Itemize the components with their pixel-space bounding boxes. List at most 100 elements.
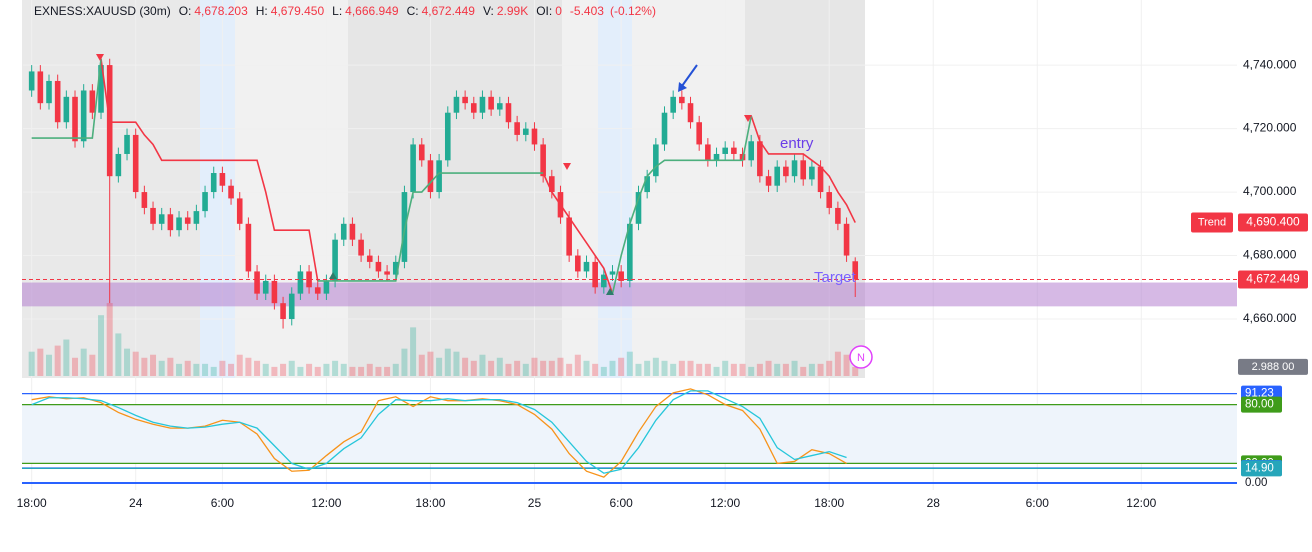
field-key: OI: [536, 4, 552, 18]
field-key: C: [407, 4, 419, 18]
candle-body [384, 271, 390, 275]
volume-bar [106, 303, 113, 376]
volume-bar [297, 366, 304, 376]
volume-bar [236, 354, 243, 376]
badge[interactable] [849, 345, 873, 369]
volume-bar [245, 357, 252, 376]
annotation-entry: entry [780, 135, 814, 152]
candle-body [479, 96, 486, 113]
candle-body [670, 96, 676, 113]
x-tick-label: 12:00 [710, 496, 740, 510]
header: EXNESS:XAUUSD (30m) O: 4,678.203 H: 4,679.45… [34, 4, 656, 18]
volume-bar [635, 363, 642, 376]
volume-bar [514, 360, 521, 376]
volume-bar [410, 327, 417, 376]
candle-body [644, 176, 650, 193]
field-key: H: [256, 4, 268, 18]
field-key: O: [179, 4, 192, 18]
volume-bar [557, 357, 564, 376]
candle-body [852, 261, 859, 280]
volume-bar [644, 360, 651, 376]
field-value: 0 [555, 4, 562, 18]
candle-body [843, 223, 850, 256]
x-tick-label: 18:00 [415, 496, 445, 510]
volume-bar [150, 354, 157, 376]
candle-body [661, 112, 668, 145]
candle-body [236, 198, 243, 224]
volume-bar [262, 363, 269, 376]
session-bg [598, 0, 632, 378]
trend-line [100, 58, 319, 282]
signal-markers [96, 54, 752, 295]
candle-body [627, 223, 633, 281]
price-label: 4,672.449 [1246, 272, 1300, 286]
sell-marker [744, 115, 752, 122]
session-bg [745, 0, 865, 378]
volume-bar [739, 363, 746, 376]
volume-bar [280, 363, 287, 376]
candle-body [523, 128, 529, 135]
volume-bar [314, 366, 321, 376]
candle-body [722, 147, 728, 154]
candle-body [349, 223, 356, 240]
volume-bar [505, 363, 512, 376]
candle-body [514, 122, 520, 135]
volume-bar [132, 351, 139, 376]
volume-bar [384, 366, 391, 376]
trend-line [317, 172, 544, 282]
volume-bar [817, 363, 824, 376]
volume-bar [765, 360, 772, 376]
volume-bar [618, 357, 625, 376]
volume-bar [592, 363, 599, 376]
session-bg [348, 0, 562, 378]
candle-body [80, 90, 87, 142]
x-tick-label: 6:00 [211, 496, 235, 510]
candle-body [696, 122, 702, 145]
volume-bar [652, 357, 659, 376]
volume-bar [375, 366, 382, 376]
volume-bar [176, 363, 183, 376]
change-pct: (-0.12%) [610, 4, 656, 18]
volume-bar [115, 333, 122, 376]
x-tick-label: 24 [129, 496, 143, 510]
volume-bar [713, 366, 720, 376]
candle-body [366, 255, 373, 262]
candle-body [679, 96, 685, 104]
y-tick-label: 4,680.000 [1243, 248, 1297, 262]
volume-bar [28, 351, 35, 376]
candle-body [731, 147, 737, 154]
field-key: V: [483, 4, 494, 18]
candle-body [54, 80, 61, 123]
volume-bar [522, 363, 529, 376]
candle-body [765, 176, 772, 186]
volume-bar [470, 360, 477, 376]
candle-body [262, 280, 269, 294]
field-value: 4,666.949 [345, 4, 399, 18]
candle-body [436, 160, 442, 193]
volume-bar [748, 366, 755, 376]
candle-body [817, 166, 824, 193]
candle-body [228, 185, 234, 199]
session-bg [562, 0, 598, 378]
candle-body [575, 255, 581, 272]
volume-bar [254, 360, 261, 376]
candle-body [72, 96, 78, 142]
change: -5.403 [570, 4, 604, 18]
price-label-bg [1238, 270, 1308, 289]
volume-bar [219, 360, 226, 376]
volume-bar [184, 360, 191, 376]
volume-bar [661, 360, 668, 376]
volume-bar [678, 360, 685, 376]
volume-bar [566, 363, 573, 376]
volume-bar [583, 360, 590, 376]
trend-line [611, 115, 752, 294]
candle-body [392, 261, 399, 275]
volume-bar [288, 360, 295, 376]
volume-bar [444, 348, 451, 376]
candle-body [150, 207, 156, 224]
oscillator-line [31, 388, 847, 478]
volume-bar [89, 354, 96, 376]
candle-body [609, 271, 616, 275]
candle-body [28, 71, 35, 91]
candle-body [757, 141, 763, 177]
